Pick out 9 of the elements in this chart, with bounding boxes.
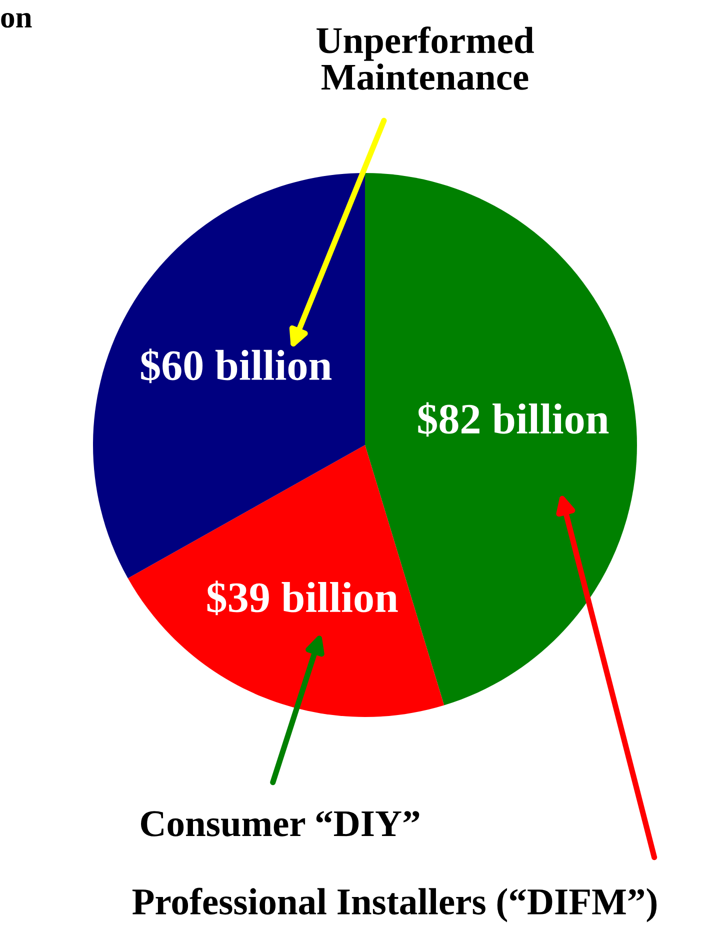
slice-label: Consumer “DIY” — [141, 811, 420, 836]
data-label: $82 billion — [418, 402, 609, 437]
pie-slice — [93, 173, 365, 578]
pie-slice — [128, 445, 444, 717]
data-label: $39 billion — [207, 580, 398, 616]
slice-label: Unperformed Maintenance — [316, 26, 534, 90]
slice-label: Professional Installers (“DIFM”) — [132, 888, 657, 922]
text: on — [1, 12, 32, 28]
data-label: $60 billion — [141, 348, 332, 384]
